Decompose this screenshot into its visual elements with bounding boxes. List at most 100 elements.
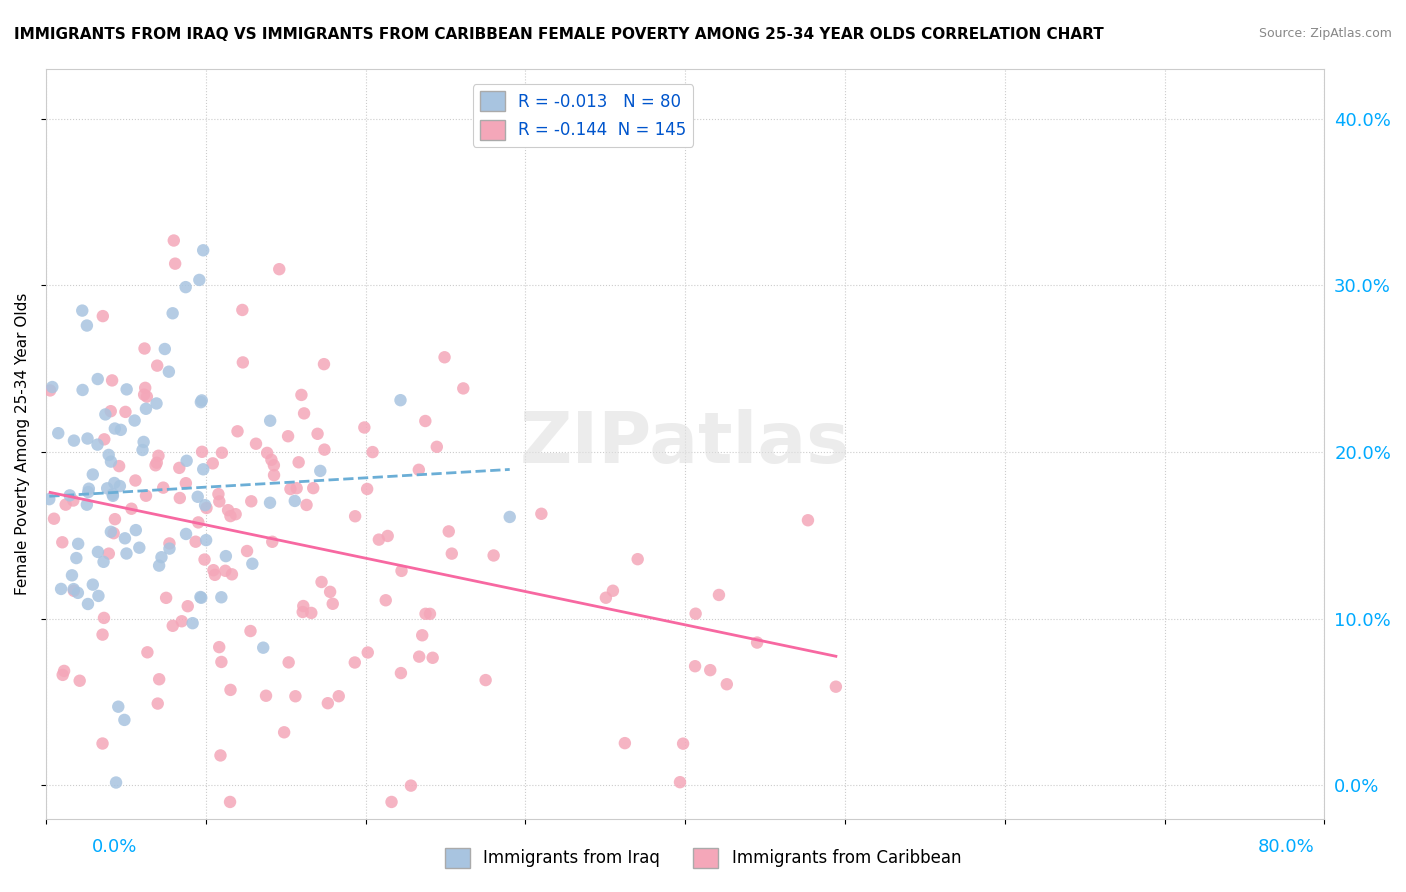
Point: [174, 280, 197, 294]
Point: [221, 567, 243, 582]
Point: [627, 552, 650, 566]
Point: [82, 467, 104, 482]
Point: [97, 448, 120, 462]
Point: [155, 591, 177, 605]
Point: [51, 535, 73, 549]
Point: [277, 656, 299, 670]
Point: [49, 582, 72, 596]
Point: [499, 510, 522, 524]
Point: [146, 697, 169, 711]
Point: [76, 318, 98, 333]
Point: [65, 551, 87, 566]
Point: [62, 493, 84, 508]
Point: [314, 442, 336, 457]
Point: [108, 459, 131, 474]
Point: [148, 672, 170, 686]
Point: [76, 498, 98, 512]
Point: [236, 544, 259, 558]
Point: [148, 449, 170, 463]
Point: [93, 433, 115, 447]
Point: [207, 487, 229, 501]
Point: [124, 474, 146, 488]
Point: [440, 547, 463, 561]
Point: [353, 420, 375, 434]
Point: [60, 568, 83, 582]
Point: [69, 673, 91, 688]
Point: [107, 699, 129, 714]
Point: [135, 489, 157, 503]
Point: [252, 640, 274, 655]
Point: [124, 413, 146, 427]
Point: [613, 736, 636, 750]
Point: [195, 500, 218, 515]
Point: [357, 645, 380, 659]
Point: [77, 485, 100, 500]
Point: [260, 452, 283, 467]
Point: [302, 481, 325, 495]
Point: [159, 541, 181, 556]
Point: [202, 563, 225, 577]
Point: [145, 396, 167, 410]
Point: [153, 342, 176, 356]
Point: [190, 590, 212, 604]
Point: [188, 273, 211, 287]
Point: [176, 454, 198, 468]
Point: [136, 645, 159, 659]
Point: [170, 614, 193, 628]
Point: [159, 536, 181, 550]
Point: [181, 616, 204, 631]
Point: [55, 498, 77, 512]
Point: [135, 401, 157, 416]
Point: [408, 463, 430, 477]
Point: [52, 668, 75, 682]
Text: 80.0%: 80.0%: [1258, 838, 1315, 855]
Point: [190, 395, 212, 409]
Point: [328, 689, 350, 703]
Point: [292, 599, 315, 613]
Point: [103, 526, 125, 541]
Point: [595, 591, 617, 605]
Point: [312, 357, 335, 371]
Point: [295, 498, 318, 512]
Point: [453, 381, 475, 395]
Point: [91, 309, 114, 323]
Point: [201, 456, 224, 470]
Point: [195, 533, 218, 548]
Point: [361, 445, 384, 459]
Point: [374, 593, 396, 607]
Point: [219, 795, 242, 809]
Point: [602, 583, 624, 598]
Y-axis label: Female Poverty Among 25-34 Year Olds: Female Poverty Among 25-34 Year Olds: [15, 293, 30, 595]
Point: [699, 663, 721, 677]
Point: [72, 383, 94, 397]
Point: [194, 498, 217, 512]
Point: [309, 464, 332, 478]
Point: [245, 436, 267, 450]
Point: [215, 549, 238, 563]
Text: IMMIGRANTS FROM IRAQ VS IMMIGRANTS FROM CARIBBEAN FEMALE POVERTY AMONG 25-34 YEA: IMMIGRANTS FROM IRAQ VS IMMIGRANTS FROM …: [14, 27, 1104, 42]
Point: [285, 481, 308, 495]
Point: [101, 373, 124, 387]
Point: [225, 507, 247, 521]
Point: [190, 393, 212, 408]
Point: [87, 545, 110, 559]
Point: [716, 677, 738, 691]
Point: [112, 713, 135, 727]
Legend: R = -0.013   N = 80, R = -0.144  N = 145: R = -0.013 N = 80, R = -0.144 N = 145: [472, 85, 693, 146]
Point: [277, 429, 299, 443]
Point: [316, 696, 339, 710]
Point: [399, 779, 422, 793]
Point: [193, 552, 215, 566]
Point: [232, 355, 254, 369]
Point: [219, 682, 242, 697]
Point: [103, 476, 125, 491]
Point: [145, 458, 167, 473]
Point: [240, 494, 263, 508]
Point: [263, 468, 285, 483]
Point: [217, 503, 239, 517]
Point: [474, 673, 496, 687]
Point: [745, 635, 768, 649]
Point: [97, 547, 120, 561]
Point: [211, 446, 233, 460]
Point: [100, 404, 122, 418]
